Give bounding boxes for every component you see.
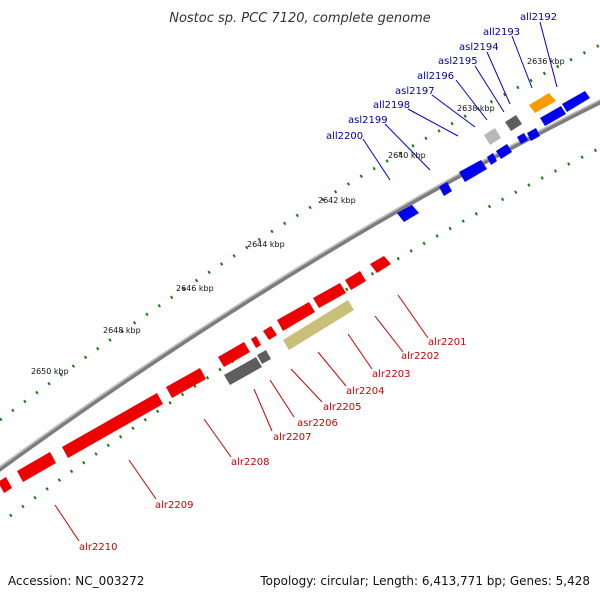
reverse-strand-genes: [397, 91, 590, 222]
gene-grey-long-feature[interactable]: [224, 357, 262, 385]
gene-label-alr2202[interactable]: alr2202: [401, 351, 439, 362]
gene-label-alr2201[interactable]: alr2201: [428, 337, 466, 348]
gene-alr2209-feature[interactable]: [62, 393, 163, 458]
kbp-label-2640: 2640 kbp: [388, 151, 426, 160]
gene-alr2203-feature[interactable]: [313, 283, 346, 308]
kbp-label-2648: 2648 kbp: [103, 326, 141, 335]
gene-alr2201-feature[interactable]: [370, 256, 391, 273]
gene-grey-small-feature[interactable]: [257, 350, 271, 364]
kbp-label-2636: 2636 kbp: [527, 57, 565, 66]
gene-alr2208-feature[interactable]: [166, 368, 206, 398]
reverse-gene-labels: all2192 all2193 asl2194 asl2195 all2196 …: [326, 12, 558, 181]
kbp-label-2646: 2646 kbp: [176, 284, 214, 293]
forward-strand-genes: [0, 256, 391, 493]
gene-all2193-feature[interactable]: [540, 106, 566, 126]
gene-label-asr2206[interactable]: asr2206: [297, 418, 338, 429]
gene-alr2205-feature[interactable]: [263, 326, 277, 340]
gene-asl2194-feature[interactable]: [527, 128, 540, 141]
gene-asl2197-feature[interactable]: [487, 153, 497, 165]
upper-tick-track: [0, 43, 600, 422]
gene-label-alr2205[interactable]: alr2205: [323, 402, 361, 413]
gene-alr2210-feature[interactable]: [17, 452, 56, 482]
gene-olive-feature[interactable]: [283, 300, 354, 350]
gene-all2192-feature[interactable]: [562, 91, 590, 112]
kbp-label-2650: 2650 kbp: [31, 367, 69, 376]
forward-gene-labels: alr2201 alr2202 alr2203 alr2204 alr2205 …: [54, 294, 466, 553]
genome-title: Nostoc sp. PCC 7120, complete genome: [169, 11, 431, 26]
kbp-labels: 2636 kbp 2638 kbp 2640 kbp 2642 kbp 2644…: [31, 57, 565, 376]
gene-label-asl2199[interactable]: asl2199: [348, 115, 388, 126]
gene-label-alr2210[interactable]: alr2210: [79, 542, 117, 553]
gene-asl2199-feature[interactable]: [439, 182, 452, 196]
gene-label-alr2207[interactable]: alr2207: [273, 432, 311, 443]
gene-lightgrey-feature[interactable]: [484, 128, 501, 145]
gene-all2198-feature[interactable]: [459, 160, 487, 182]
gene-label-all2196[interactable]: all2196: [417, 71, 454, 82]
gene-grey-feature[interactable]: [505, 115, 522, 131]
gene-label-asl2197[interactable]: asl2197: [395, 86, 435, 97]
gene-alr2202-feature[interactable]: [345, 271, 366, 290]
gene-label-alr2204[interactable]: alr2204: [346, 386, 384, 397]
topology-text: Topology: circular; Length: 6,413,771 bp…: [259, 574, 590, 588]
gene-label-all2193[interactable]: all2193: [483, 27, 520, 38]
gene-label-asl2195[interactable]: asl2195: [438, 56, 478, 67]
gene-label-alr2209[interactable]: alr2209: [155, 500, 193, 511]
gene-label-all2192[interactable]: all2192: [520, 12, 557, 23]
gene-alr2204-feature[interactable]: [277, 302, 315, 331]
gene-label-alr2208[interactable]: alr2208: [231, 457, 269, 468]
gene-orange-feature[interactable]: [529, 93, 556, 113]
gene-label-alr2203[interactable]: alr2203: [372, 369, 410, 380]
gene-all2200-feature[interactable]: [397, 205, 419, 222]
gene-all2196-feature[interactable]: [496, 144, 512, 159]
gene-asr2206-feature[interactable]: [251, 336, 261, 348]
gene-label-all2198[interactable]: all2198: [373, 100, 410, 111]
gene-asl2195-feature[interactable]: [517, 133, 528, 144]
gene-label-asl2194[interactable]: asl2194: [459, 42, 499, 53]
accession-text: Accession: NC_003272: [8, 574, 144, 588]
gene-edge-feature[interactable]: [0, 477, 12, 493]
kbp-label-2642: 2642 kbp: [318, 196, 356, 205]
gene-label-all2200[interactable]: all2200: [326, 131, 363, 142]
kbp-label-2644: 2644 kbp: [247, 240, 285, 249]
kbp-label-2638: 2638 kbp: [457, 104, 495, 113]
gene-alr2207-feature[interactable]: [218, 342, 250, 367]
